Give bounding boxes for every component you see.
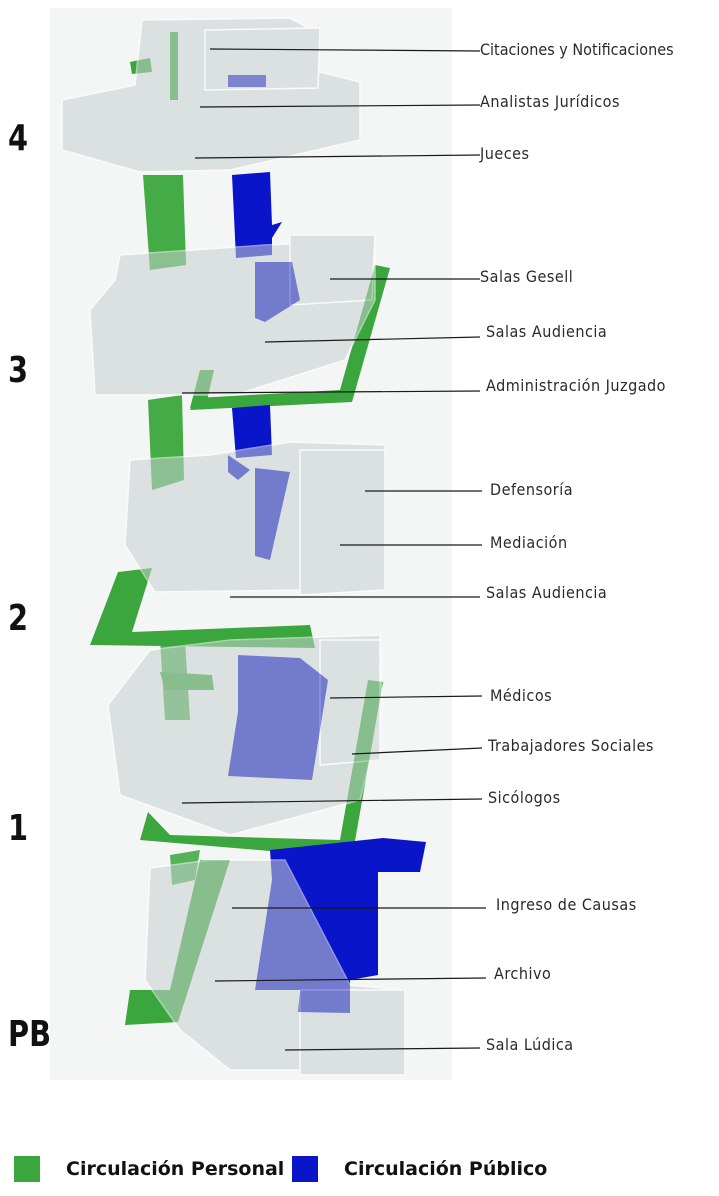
translucent-volumes — [61, 17, 406, 1076]
room-label: Defensoría — [490, 480, 574, 499]
legend-swatch-personal — [14, 1156, 40, 1182]
floor-number: 3 — [8, 350, 29, 391]
room-label: Analistas Jurídicos — [480, 92, 620, 111]
room-label: Administración Juzgado — [486, 376, 666, 395]
room-label: Citaciones y Notificaciones — [480, 40, 674, 59]
legend: Circulación Personal Circulación Público — [0, 1152, 719, 1188]
floor-number: 1 — [8, 808, 29, 849]
room-label: Trabajadores Sociales — [488, 736, 654, 755]
room-label: Salas Gesell — [480, 267, 574, 286]
room-label: Médicos — [490, 686, 553, 705]
room-label: Sicólogos — [488, 788, 561, 807]
room-label: Sala Lúdica — [486, 1035, 574, 1054]
floor-number: 4 — [8, 118, 29, 159]
room-label: Salas Audiencia — [486, 583, 608, 602]
room-label: Ingreso de Causas — [496, 895, 637, 914]
room-label: Salas Audiencia — [486, 322, 608, 341]
legend-label-personal: Circulación Personal — [66, 1158, 285, 1180]
leader-lines — [181, 48, 487, 1051]
legend-swatch-publico — [292, 1156, 318, 1182]
room-label: Jueces — [480, 144, 530, 163]
room-label: Archivo — [494, 964, 552, 983]
floor-number: 2 — [8, 598, 29, 639]
legend-label-publico: Circulación Público — [344, 1158, 548, 1180]
room-label: Mediación — [490, 533, 568, 552]
floor-number: PB — [8, 1014, 52, 1055]
